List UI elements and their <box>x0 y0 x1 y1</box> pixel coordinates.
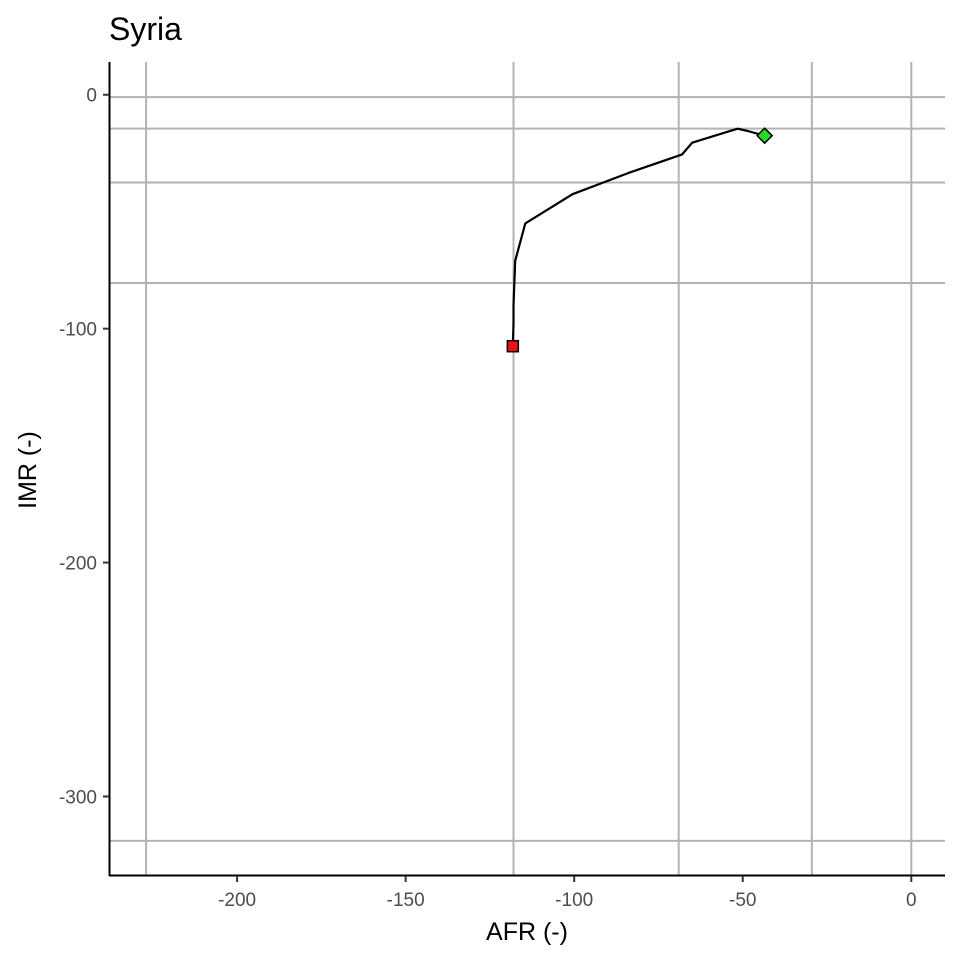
x-tick-label: 0 <box>906 890 917 911</box>
y-tick-label: 0 <box>86 86 97 107</box>
y-tick-label: -100 <box>59 320 97 341</box>
axes <box>108 62 945 877</box>
data-layer <box>506 127 774 353</box>
trajectory-line <box>511 127 765 347</box>
x-axis-title: AFR (-) <box>486 918 568 946</box>
y-axis-title: IMR (-) <box>14 431 42 509</box>
x-tick-label: -100 <box>555 890 593 911</box>
x-tick-label: -50 <box>729 890 756 911</box>
x-tick-label: -150 <box>387 890 425 911</box>
ticks: -200 -150 -100 -50 0 0 -100 -200 -300 <box>59 86 917 911</box>
x-tick-label: -200 <box>218 890 256 911</box>
start-marker-square <box>506 339 520 353</box>
y-tick-label: -300 <box>59 787 97 808</box>
end-marker-diamond <box>756 127 774 145</box>
chart-title: Syria <box>109 11 182 47</box>
y-tick-label: -200 <box>59 554 97 575</box>
reference-lines <box>109 62 945 876</box>
